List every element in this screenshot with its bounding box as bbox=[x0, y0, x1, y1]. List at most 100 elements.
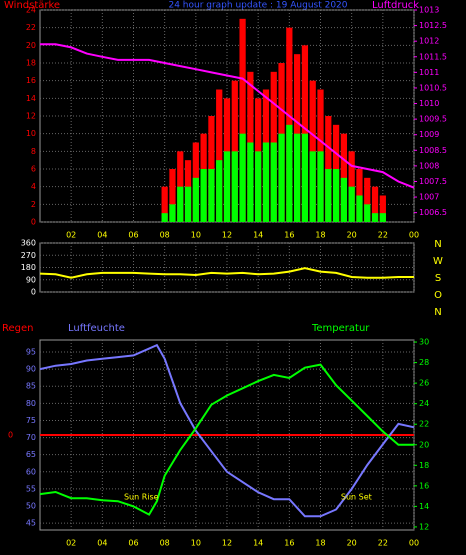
wind-bar bbox=[177, 151, 184, 222]
x-tick-label: 02 bbox=[66, 231, 76, 240]
y2-tick-label: 28 bbox=[419, 358, 429, 367]
x-tick-label: 16 bbox=[284, 539, 294, 548]
wind-bar bbox=[379, 213, 386, 222]
series-line bbox=[39, 343, 415, 518]
wind-bar bbox=[317, 151, 324, 222]
y2-tick-label: 14 bbox=[419, 502, 429, 511]
y-tick-label: 22 bbox=[26, 23, 36, 32]
x-tick-label: 14 bbox=[253, 231, 263, 240]
y-tick-label: 0 bbox=[31, 288, 36, 297]
wind-bar bbox=[208, 169, 215, 222]
y-tick-label: 75 bbox=[26, 416, 36, 425]
y2-tick-label: 1012.5 bbox=[419, 21, 447, 30]
wind-bar bbox=[169, 204, 176, 222]
y-tick-label: 6 bbox=[31, 165, 36, 174]
y2-tick-label: 18 bbox=[419, 461, 429, 470]
series-line bbox=[39, 267, 414, 279]
x-tick-label: 10 bbox=[191, 231, 201, 240]
wind-bar bbox=[270, 142, 277, 222]
wind-bar bbox=[356, 195, 363, 222]
y3-tick-label: 0 bbox=[8, 431, 13, 440]
wind-bar bbox=[161, 213, 168, 222]
y2-tick-label: 1007.5 bbox=[419, 177, 447, 186]
y2-tick-label: 1010.5 bbox=[419, 83, 447, 92]
wind-bar bbox=[262, 142, 270, 222]
x-tick-label: 06 bbox=[128, 539, 138, 548]
wind-bar bbox=[216, 89, 223, 222]
y-tick-label: 90 bbox=[26, 275, 36, 284]
y-tick-label: 24 bbox=[26, 6, 36, 15]
y-tick-label: 90 bbox=[26, 365, 36, 374]
wind-bar bbox=[371, 213, 379, 222]
wind-bar bbox=[177, 186, 184, 222]
x-tick-label: 20 bbox=[347, 539, 357, 548]
wind-bar bbox=[286, 27, 293, 222]
y2-tick-label: 1009.5 bbox=[419, 115, 447, 124]
wind-bar bbox=[223, 151, 231, 222]
x-tick-label: 20 bbox=[347, 231, 357, 240]
wind-bar bbox=[371, 186, 379, 222]
y-tick-label: 55 bbox=[26, 484, 36, 493]
x-tick-label: 12 bbox=[222, 539, 232, 548]
series-line bbox=[40, 43, 415, 189]
wind-bar bbox=[200, 169, 207, 222]
series-line bbox=[39, 363, 414, 516]
y2-tick-label: 1008.5 bbox=[419, 146, 447, 155]
legend-humidity: Luftfeuchte bbox=[68, 323, 125, 334]
x-tick-label: 16 bbox=[284, 231, 294, 240]
y-tick-label: 20 bbox=[26, 41, 36, 50]
y-tick-label: 2 bbox=[31, 200, 36, 209]
wind-bar bbox=[161, 186, 168, 222]
y-tick-label: 8 bbox=[31, 147, 36, 156]
y2-tick-label: 1009 bbox=[419, 130, 439, 139]
y-tick-label: 45 bbox=[26, 519, 36, 528]
wind-bar bbox=[379, 195, 386, 222]
y-tick-label: 12 bbox=[26, 112, 36, 121]
legend-wind: Windstärke bbox=[4, 0, 60, 11]
y-tick-label: 18 bbox=[26, 59, 36, 68]
y-tick-label: 0 bbox=[31, 218, 36, 227]
y2-tick-label: 16 bbox=[419, 481, 429, 490]
wind-bar bbox=[364, 204, 371, 222]
compass-label: O bbox=[434, 290, 442, 301]
annotation: Sun Rise bbox=[124, 493, 159, 502]
y2-tick-label: 30 bbox=[419, 338, 429, 347]
y-tick-label: 50 bbox=[26, 502, 36, 511]
y2-tick-label: 22 bbox=[419, 420, 429, 429]
x-tick-label: 22 bbox=[378, 539, 388, 548]
x-tick-label: 00 bbox=[409, 539, 419, 548]
y2-tick-label: 1012 bbox=[419, 37, 439, 46]
x-tick-label: 12 bbox=[222, 231, 232, 240]
x-tick-label: 18 bbox=[315, 231, 325, 240]
y-tick-label: 16 bbox=[26, 76, 36, 85]
legend-temperature: Temperatur bbox=[311, 323, 370, 334]
y2-tick-label: 24 bbox=[419, 399, 429, 408]
y2-tick-label: 1011.5 bbox=[419, 52, 447, 61]
y-tick-label: 180 bbox=[21, 263, 36, 272]
compass-label: N bbox=[434, 307, 441, 318]
y2-tick-label: 1013 bbox=[419, 6, 439, 15]
y2-tick-label: 1007 bbox=[419, 193, 439, 202]
wind-bar bbox=[348, 151, 355, 222]
wind-bar bbox=[216, 160, 223, 222]
x-tick-label: 08 bbox=[160, 539, 170, 548]
legend-rain: Regen bbox=[2, 323, 34, 334]
y-tick-label: 14 bbox=[26, 94, 36, 103]
wind-bar bbox=[340, 177, 347, 222]
wind-bar bbox=[301, 133, 309, 222]
wind-bar bbox=[348, 186, 355, 222]
x-tick-label: 10 bbox=[191, 539, 201, 548]
wind-bar bbox=[192, 177, 199, 222]
wind-bar bbox=[278, 133, 285, 222]
y-tick-label: 70 bbox=[26, 433, 36, 442]
wind-bar bbox=[239, 18, 246, 223]
wind-bar bbox=[286, 124, 293, 222]
y2-tick-label: 1006.5 bbox=[419, 208, 447, 217]
y2-tick-label: 1010 bbox=[419, 99, 439, 108]
wind-bar bbox=[332, 169, 340, 222]
y2-tick-label: 12 bbox=[419, 522, 429, 531]
chart-title: 24 hour graph update : 19 August 2020 bbox=[168, 1, 347, 11]
x-tick-label: 22 bbox=[378, 231, 388, 240]
y-tick-label: 4 bbox=[31, 182, 36, 191]
y-tick-label: 10 bbox=[26, 129, 36, 138]
